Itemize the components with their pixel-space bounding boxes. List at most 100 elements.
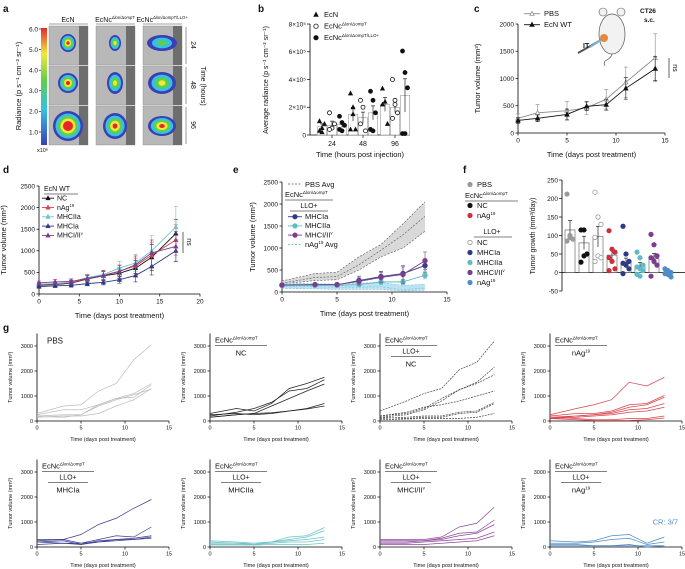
mouse-trace	[550, 537, 665, 545]
data-point	[392, 97, 398, 103]
mouse-trace	[36, 388, 152, 418]
image-shadow	[79, 26, 88, 65]
syringe-fluid	[589, 39, 602, 48]
legend-label-text: MHCIIa	[305, 221, 331, 230]
column-header-superscript: Δlon/ΔompT/LLO+	[153, 15, 188, 20]
panel-title-group: MHCIa	[56, 486, 80, 495]
data-point	[405, 85, 410, 91]
panel-title-group-text: NC	[236, 349, 247, 358]
data-point	[612, 266, 618, 272]
panel-title-modifier: LLO+	[59, 475, 76, 482]
x-tick-label: 15	[166, 552, 172, 558]
mouse-trace	[209, 376, 325, 414]
data-point	[623, 85, 629, 91]
series-mhci-ii	[279, 251, 428, 288]
x-axis-label: Time (hours post injection)	[316, 150, 405, 159]
column-header: EcN	[61, 17, 74, 24]
data-point	[606, 255, 612, 261]
bioluminescence-image	[142, 65, 183, 106]
legend-label: MHCIa	[477, 248, 501, 257]
data-point	[606, 268, 612, 274]
individual-tumor-traces	[380, 506, 495, 545]
y-tick-label: 0	[203, 545, 206, 551]
colorbar-label: Radiance (p s⁻¹ cm⁻² sr⁻¹)	[14, 41, 23, 130]
y-axis-label: Tumor volume (mm³)	[473, 43, 482, 113]
bioluminescence-image	[48, 65, 89, 106]
series-ecn-wt	[515, 56, 658, 124]
panel-label: b	[258, 4, 264, 15]
legend-title: EcN WT	[44, 186, 71, 193]
legend-label-text: MHCIa	[305, 212, 329, 221]
x-tick-label: 5	[592, 426, 595, 432]
data-point	[651, 258, 657, 264]
colorbar-multiplier: x10⁶	[37, 147, 48, 154]
legend-label: MHCIIa	[305, 221, 331, 230]
x-tick-label: 15	[661, 138, 669, 145]
legend-label: MHCIIa	[57, 214, 81, 221]
panel-e-axes: 0 500 1000 1500 2000 2500 0 5 10 15 Tumor volume (…	[248, 179, 451, 318]
data-point	[648, 273, 654, 279]
x-axis-label: Time (days post treatment)	[70, 563, 136, 569]
data-point	[358, 97, 363, 103]
individual-tumor-traces	[209, 376, 325, 418]
y-tick-label: 0	[373, 545, 376, 551]
data-point	[592, 189, 598, 195]
legend-marker	[45, 232, 51, 238]
data-point	[350, 104, 356, 110]
data-point	[373, 110, 378, 116]
x-tick-label: 5	[565, 138, 569, 145]
x-tick-label: 0	[548, 426, 551, 432]
panel-label: g	[3, 323, 9, 334]
data-point	[654, 262, 660, 268]
data-point	[651, 242, 657, 248]
data-point	[327, 110, 332, 116]
y-tick-label: 2500	[21, 183, 36, 190]
x-tick-label: 96	[391, 141, 399, 148]
panel-title-group: nAg19	[572, 349, 591, 358]
y-axis-label: Tumor volume (mm³)	[8, 478, 14, 529]
legend-marker	[292, 223, 298, 229]
data-point	[52, 282, 58, 288]
legend-label: MHCIIa	[477, 258, 503, 267]
legend-marker	[467, 249, 473, 256]
x-tick-label: 0	[208, 552, 211, 558]
x-tick-label: 0	[280, 297, 284, 304]
panel-label: c	[474, 4, 480, 15]
x-tick-label: 5	[252, 552, 255, 558]
bioluminescence-image	[95, 105, 136, 146]
legend-marker	[529, 10, 535, 16]
panel-title-strain: EcNcΔlon/ΔompT	[555, 336, 598, 345]
x-tick-label: 5	[79, 426, 82, 432]
x-tick-label: 10	[295, 552, 301, 558]
band-line	[281, 231, 426, 285]
mouse-trace	[36, 535, 152, 545]
column-header-text: EcN	[61, 17, 74, 24]
y-tick-label: 1500	[264, 223, 279, 230]
data-point	[402, 131, 408, 137]
data-point	[603, 101, 609, 107]
x-axis-label: Time (days post treatment)	[75, 311, 165, 320]
x-tick-label: 10	[465, 552, 471, 558]
reference-band-0	[281, 201, 426, 285]
legend-label-superscript: v	[502, 268, 505, 273]
legend-label: EcNcΔlon/ΔompT/LLO+	[324, 33, 379, 42]
colorbar-tick-label: 1.0	[29, 129, 38, 136]
legend-group-title-superscript: Δlon/ΔompT	[303, 190, 328, 195]
panel-title-strain-superscript: Δlon/ΔompT	[233, 336, 258, 341]
y-tick-label: 1000	[364, 394, 376, 400]
panel-title-group-text: MHCI/II	[397, 486, 422, 495]
data-point	[68, 282, 74, 288]
panel-title-strain: EcNcΔlon/ΔompT	[215, 336, 258, 345]
data-point	[648, 255, 654, 261]
y-tick-label: 3000	[534, 470, 546, 476]
legend-label-text: NC	[477, 201, 488, 210]
legend-label: MHCIa	[305, 212, 329, 221]
y-tick-label: 0	[274, 289, 278, 296]
data-point	[637, 273, 643, 279]
data-point	[564, 191, 570, 197]
bar-group	[564, 191, 576, 273]
panel-label: d	[3, 165, 9, 176]
signal-level	[113, 41, 117, 45]
legend-marker	[467, 181, 473, 188]
data-point	[564, 238, 570, 244]
